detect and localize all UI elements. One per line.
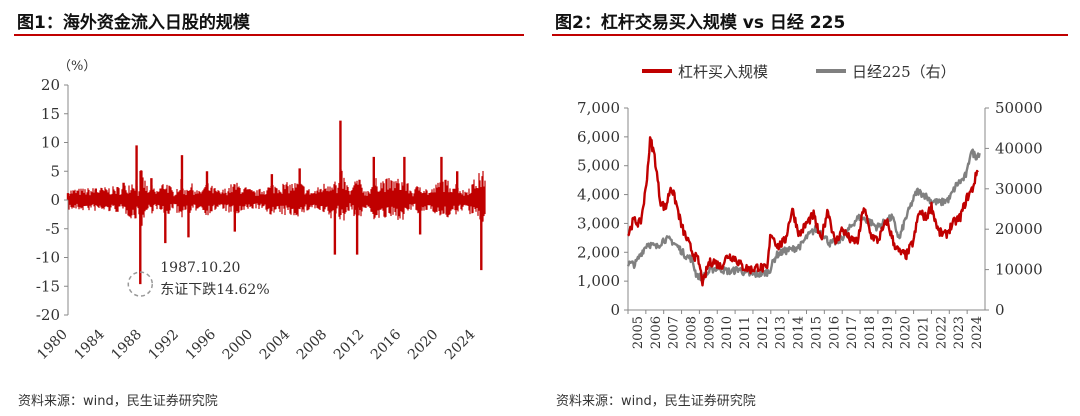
left-tick-label: 5,000 (577, 157, 620, 175)
x-tick-label: 2023 (952, 316, 967, 349)
x-tick-label: 2004 (257, 326, 294, 363)
margin-buying-line (627, 136, 979, 287)
left-tick-label: 1,000 (577, 272, 620, 290)
annotation-text: 东证下跌14.62% (160, 282, 269, 298)
x-tick-label: 2016 (368, 326, 405, 363)
x-tick-label: 2008 (684, 316, 699, 349)
x-tick-label: 2014 (792, 316, 807, 349)
y-tick-label: -15 (36, 277, 60, 295)
x-tick-label: 2017 (845, 316, 860, 349)
left-tick-label: 4,000 (577, 186, 620, 204)
y-tick-label: 5 (50, 162, 60, 180)
right-title-rule (552, 34, 1068, 36)
y-tick-label: 10 (41, 134, 60, 152)
x-tick-label: 2009 (702, 316, 717, 349)
right-source-note: 资料来源：wind，民生证券研究院 (556, 394, 756, 409)
y-tick-label: -10 (36, 249, 60, 267)
nikkei-line (626, 148, 981, 282)
x-tick-label: 2011 (738, 316, 753, 349)
x-tick-label: 1996 (183, 326, 220, 363)
left-panel-title: 图1：海外资金流入日股的规模 (17, 13, 250, 33)
right-tick-label: 10000 (995, 261, 1043, 279)
x-tick-label: 2016 (827, 316, 842, 349)
annotation-circle (127, 271, 154, 297)
left-tick-label: 3,000 (577, 214, 620, 232)
x-tick-label: 2020 (899, 316, 914, 349)
right-tick-label: 20000 (995, 220, 1043, 238)
x-tick-label: 2013 (774, 316, 789, 349)
x-tick-label: 2008 (294, 327, 331, 364)
x-tick-label: 1992 (146, 327, 183, 364)
left-source-note: 资料来源：wind，民生证券研究院 (18, 394, 218, 409)
y-tick-label: -20 (36, 306, 60, 324)
x-tick-label: 2005 (631, 316, 646, 349)
x-tick-label: 2019 (881, 316, 896, 349)
x-tick-label: 2012 (756, 316, 771, 349)
left-title-rule (14, 34, 524, 36)
legend-label-margin: 杠杆买入规模 (678, 63, 768, 81)
x-tick-label: 1988 (108, 327, 145, 364)
right-tick-label: 50000 (995, 99, 1043, 117)
left-tick-label: 0 (610, 301, 620, 319)
x-tick-label: 1984 (71, 326, 108, 363)
right-tick-label: 40000 (995, 139, 1043, 157)
x-tick-label: 2020 (405, 327, 442, 364)
left-tick-label: 7,000 (577, 99, 620, 117)
x-tick-label: 2006 (649, 316, 664, 349)
x-tick-label: 2018 (863, 316, 878, 349)
x-tick-label: 2024 (442, 326, 479, 363)
annotation-text: 1987.10.20 (160, 260, 240, 276)
margin-vs-nikkei-chart: 杠杆买入规模 日经225（右） 7,000 6,000 5,000 4,000 3,00… (577, 63, 1043, 349)
y-tick-label: 0 (50, 191, 60, 209)
x-tick-label: 2007 (667, 316, 682, 349)
left-tick-label: 2,000 (577, 243, 620, 261)
y-tick-label: 15 (41, 105, 60, 123)
left-tick-label: 6,000 (577, 128, 620, 146)
x-tick-label: 2010 (720, 316, 735, 349)
foreign-inflow-chart: （%） 20 15 10 5 0 -5 -10 -15 -20 1980 1984 1988 1992… (34, 59, 486, 364)
y-tick-label: 20 (41, 76, 60, 94)
x-tick-label: 2021 (917, 316, 932, 349)
chart-legend: 杠杆买入规模 日经225（右） (642, 63, 956, 81)
right-tick-label: 30000 (995, 180, 1043, 198)
y-tick-label: -5 (45, 220, 60, 238)
x-tick-label: 2024 (970, 316, 985, 349)
x-tick-label: 2015 (809, 316, 824, 349)
x-tick-label: 2012 (331, 327, 368, 364)
x-tick-label: 1980 (34, 327, 71, 364)
left-unit-label: （%） (58, 59, 96, 74)
right-panel-title: 图2：杠杆交易买入规模 vs 日经 225 (555, 13, 846, 33)
x-tick-label: 2000 (220, 327, 257, 364)
legend-label-nikkei: 日经225（右） (852, 63, 956, 81)
x-tick-label: 2022 (934, 316, 949, 349)
right-tick-label: 0 (995, 301, 1005, 319)
